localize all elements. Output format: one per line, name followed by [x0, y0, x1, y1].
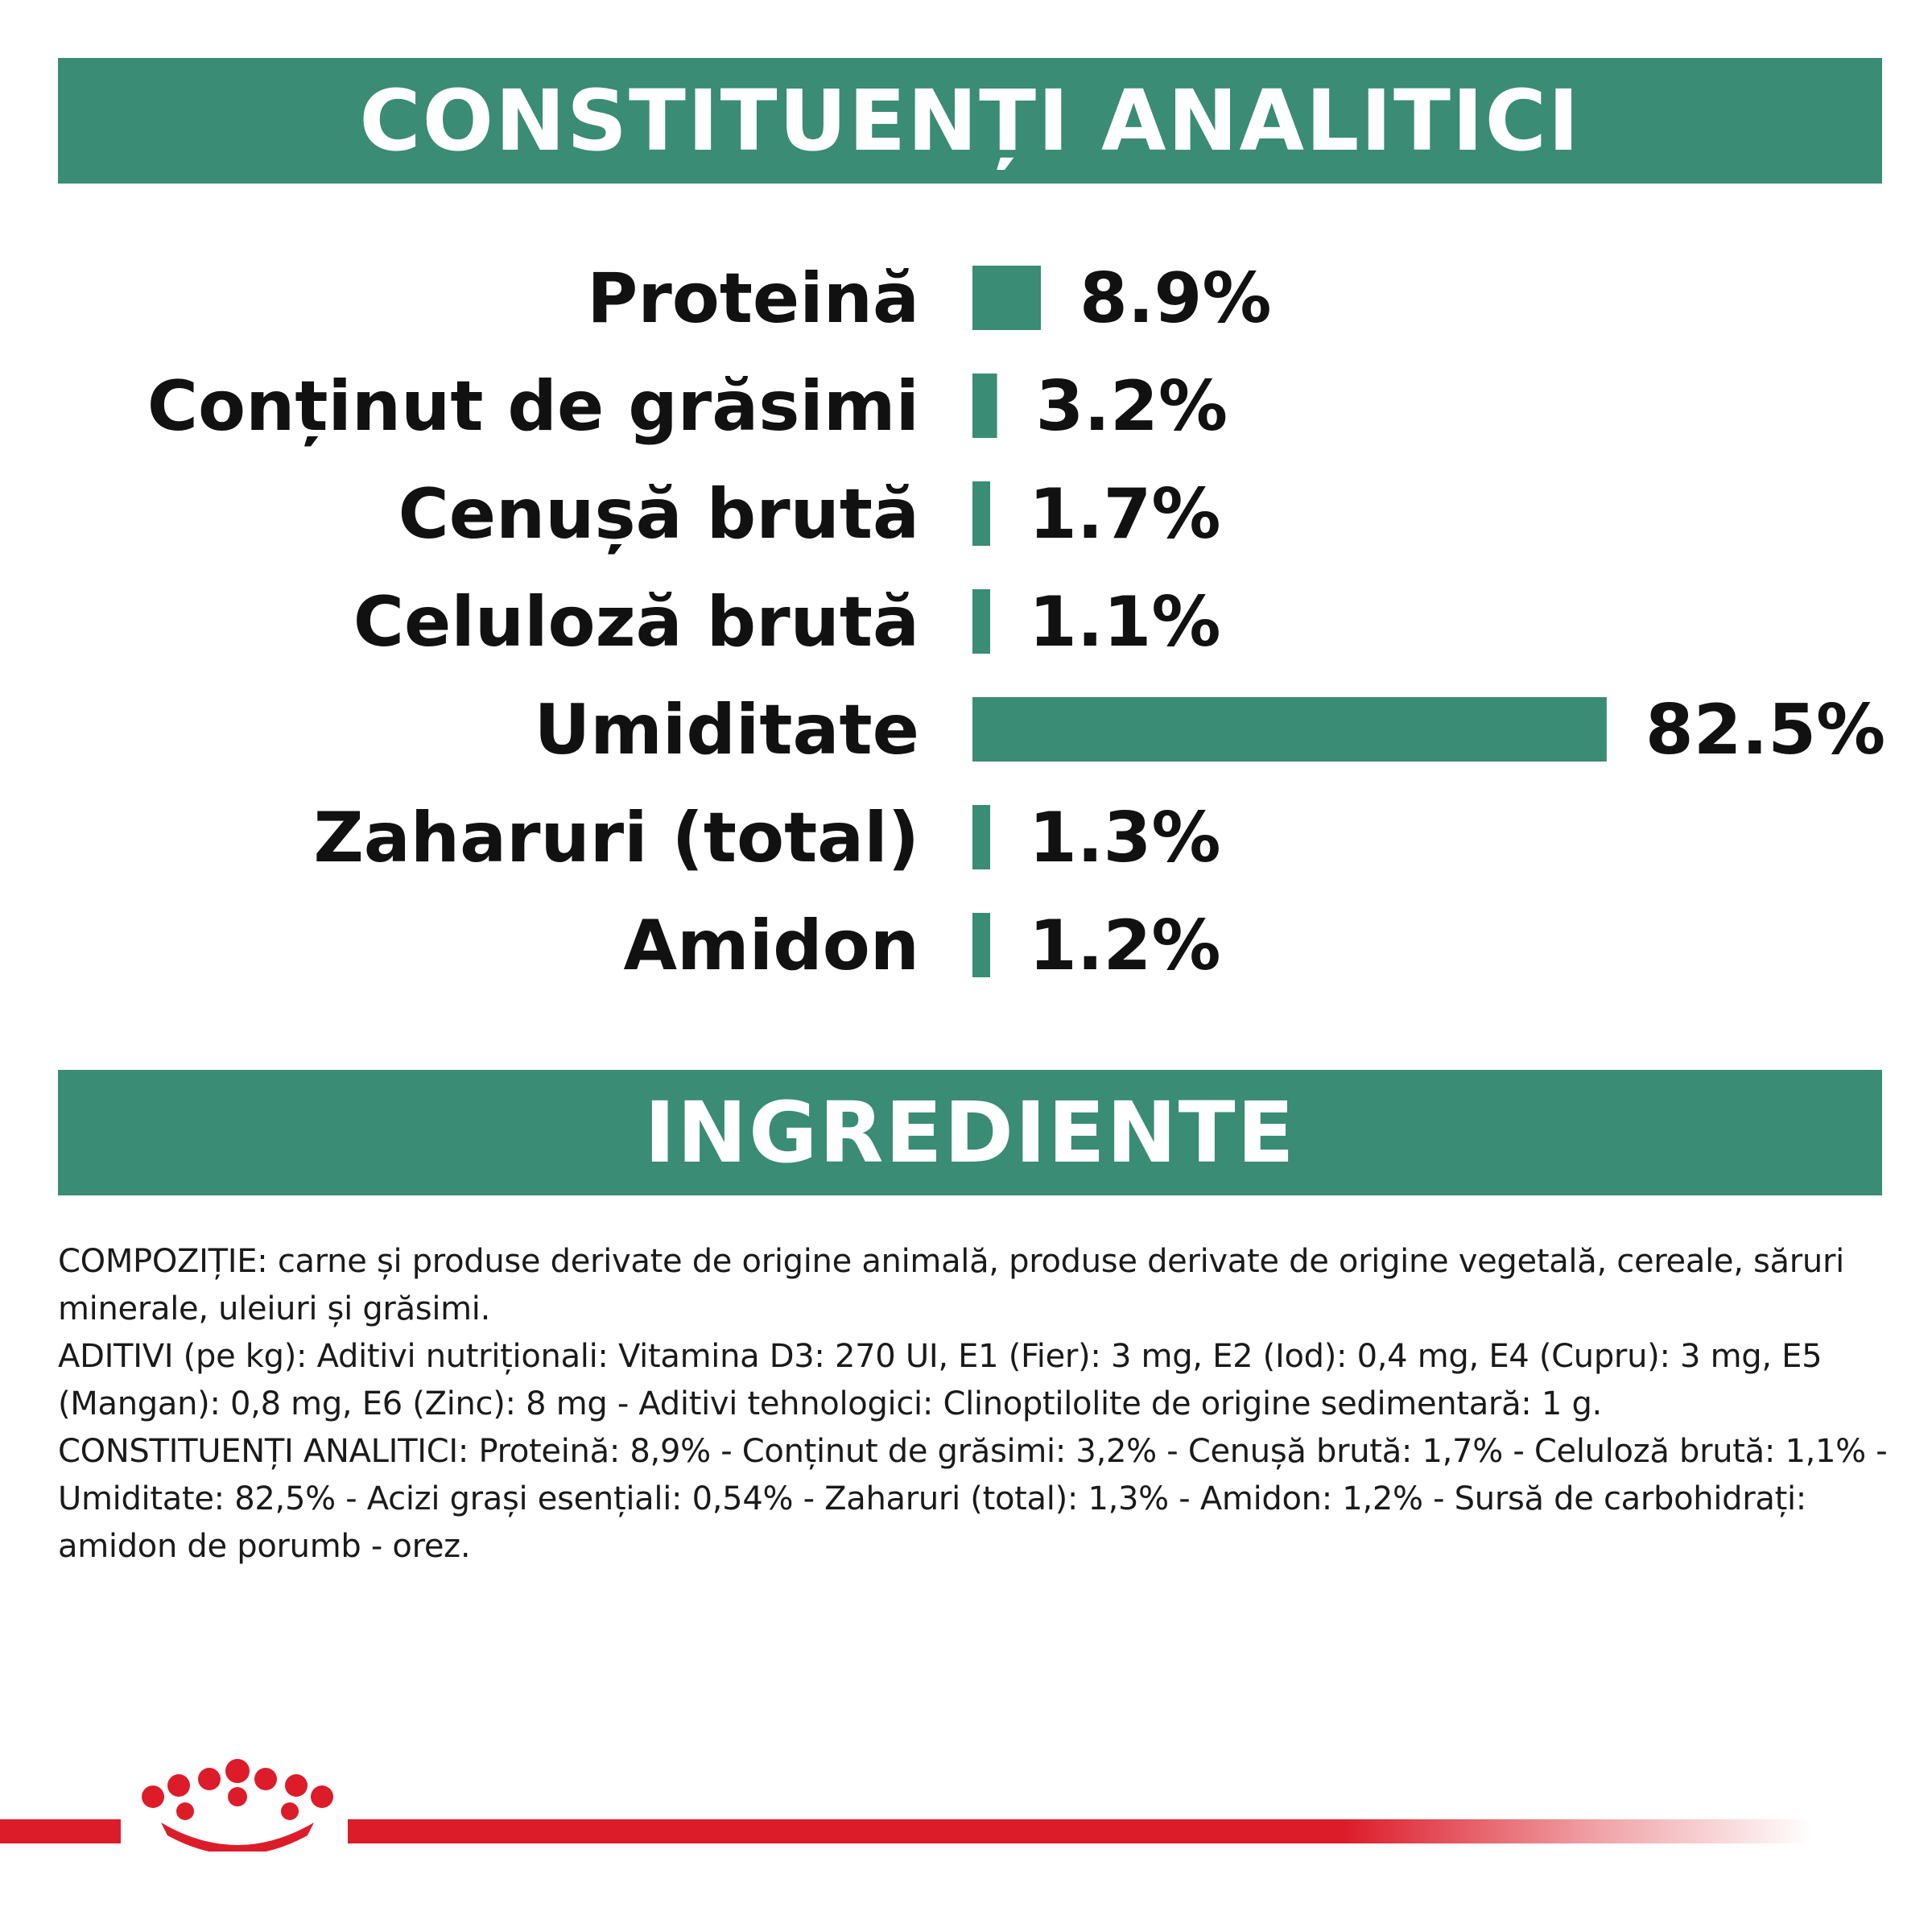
value-label: 1.7% — [1029, 474, 1221, 555]
bar — [972, 481, 990, 546]
value-label: 1.1% — [1029, 582, 1221, 663]
category-label: Zaharuri (total) — [313, 798, 919, 878]
category-label: Conținut de grăsimi — [147, 366, 919, 447]
additives-paragraph: ADITIVI (pe kg): Aditivi nutriționali: V… — [58, 1338, 1823, 1422]
composition-paragraph: COMPOZIȚIE: carne și produse derivate de… — [58, 1243, 1844, 1327]
brand-line — [0, 1819, 121, 1843]
category-label: Celuloză brută — [353, 582, 919, 663]
bar — [972, 697, 1607, 762]
bar — [972, 266, 1041, 330]
category-label: Cenușă brută — [398, 474, 919, 555]
bar — [972, 913, 990, 977]
value-label: 8.9% — [1080, 258, 1272, 339]
category-label: Umiditate — [534, 690, 919, 770]
bar — [972, 589, 990, 654]
value-label: 82.5% — [1645, 690, 1885, 770]
category-label: Proteină — [587, 258, 919, 339]
value-label: 3.2% — [1036, 366, 1228, 447]
section-header-analytics: CONSTITUENȚI ANALITICI — [58, 58, 1882, 184]
analytics-paragraph: CONSTITUENȚI ANALITICI: Proteină: 8,9% -… — [58, 1433, 1888, 1565]
analytics-bar-chart: Proteină 8.9% Conținut de grăsimi 3.2% Cenuș… — [147, 258, 1885, 986]
brand-line — [348, 1819, 1813, 1843]
category-label: Amidon — [623, 906, 919, 986]
value-label: 1.3% — [1029, 798, 1221, 878]
bar — [972, 374, 997, 438]
section-title: INGREDIENTE — [644, 1084, 1296, 1182]
value-label: 1.2% — [1029, 906, 1221, 986]
brand-footer — [0, 1755, 1932, 1852]
section-title: CONSTITUENȚI ANALITICI — [359, 72, 1581, 170]
ingredients-text: COMPOZIȚIE: carne și produse derivate de… — [58, 1238, 1893, 1571]
crown-logo-icon — [142, 1759, 333, 1852]
section-header-ingredients: INGREDIENTE — [58, 1070, 1882, 1195]
bar — [972, 805, 990, 869]
